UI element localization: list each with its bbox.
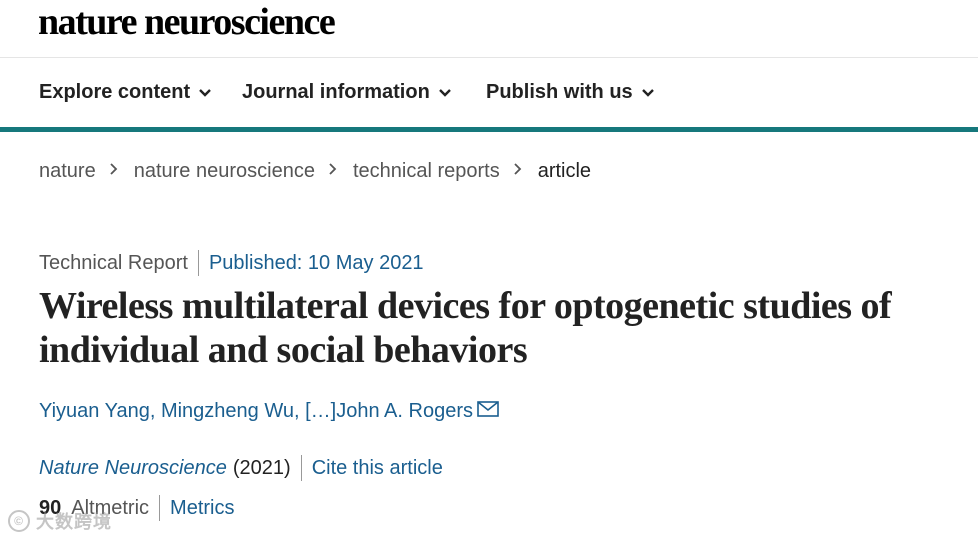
- journal-link[interactable]: Nature Neuroscience: [39, 456, 227, 479]
- breadcrumb-article: article: [537, 160, 592, 182]
- accent-divider: [0, 127, 978, 132]
- journal-row: Nature Neuroscience (2021) Cite this art…: [39, 455, 443, 481]
- watermark-logo-icon: ©: [8, 510, 30, 532]
- divider: [159, 495, 161, 521]
- nav-label: Publish with us: [486, 81, 633, 103]
- publication-year: (2021): [232, 456, 291, 479]
- author-link[interactable]: Mingzheng Wu,: [160, 400, 300, 422]
- nav-label: Journal information: [242, 81, 430, 103]
- breadcrumb-nature-neuroscience[interactable]: nature neuroscience: [133, 160, 315, 182]
- nav-journal-information[interactable]: Journal information: [242, 81, 452, 104]
- author-list: Yiyuan Yang, Mingzheng Wu, […] John A. R…: [39, 400, 499, 423]
- chevron-right-icon: [514, 162, 521, 175]
- divider: [300, 455, 302, 481]
- chevron-down-icon: [438, 88, 451, 97]
- watermark-text: 大数跨境: [36, 512, 112, 532]
- published-date: Published: 10 May 2021: [208, 251, 424, 274]
- nav-publish-with-us[interactable]: Publish with us: [486, 81, 655, 104]
- metrics-link[interactable]: Metrics: [170, 496, 235, 519]
- site-header: nature neuroscience: [0, 0, 978, 58]
- chevron-down-icon: [641, 88, 654, 97]
- metrics-row: 90 Altmetric Metrics: [39, 495, 235, 521]
- journal-logo[interactable]: nature neuroscience: [38, 1, 336, 43]
- author-link[interactable]: John A. Rogers: [336, 400, 473, 422]
- altmetric-score: 90: [39, 496, 62, 519]
- breadcrumb: nature nature neuroscience technical rep…: [39, 160, 591, 183]
- author-link[interactable]: Yiyuan Yang,: [39, 400, 156, 422]
- divider: [197, 250, 199, 276]
- breadcrumb-technical-reports[interactable]: technical reports: [352, 160, 500, 182]
- chevron-right-icon: [329, 162, 337, 175]
- altmetric-label: Altmetric: [71, 496, 150, 519]
- article-title: Wireless multilateral devices for optoge…: [39, 285, 892, 371]
- mail-icon[interactable]: [477, 400, 499, 417]
- nav-explore-content[interactable]: Explore content: [39, 81, 212, 104]
- chevron-down-icon: [199, 88, 211, 97]
- nav-label: Explore content: [39, 81, 191, 103]
- article-type: Technical Report: [39, 251, 188, 274]
- watermark: © 大数跨境: [8, 508, 112, 534]
- show-all-authors-button[interactable]: […]: [305, 400, 337, 422]
- cite-this-article-link[interactable]: Cite this article: [311, 456, 443, 479]
- breadcrumb-nature[interactable]: nature: [39, 160, 96, 182]
- main-nav: Explore content Journal information Publ…: [0, 59, 978, 127]
- chevron-right-icon: [110, 162, 117, 175]
- article-meta: Technical Report Published: 10 May 2021: [39, 250, 424, 276]
